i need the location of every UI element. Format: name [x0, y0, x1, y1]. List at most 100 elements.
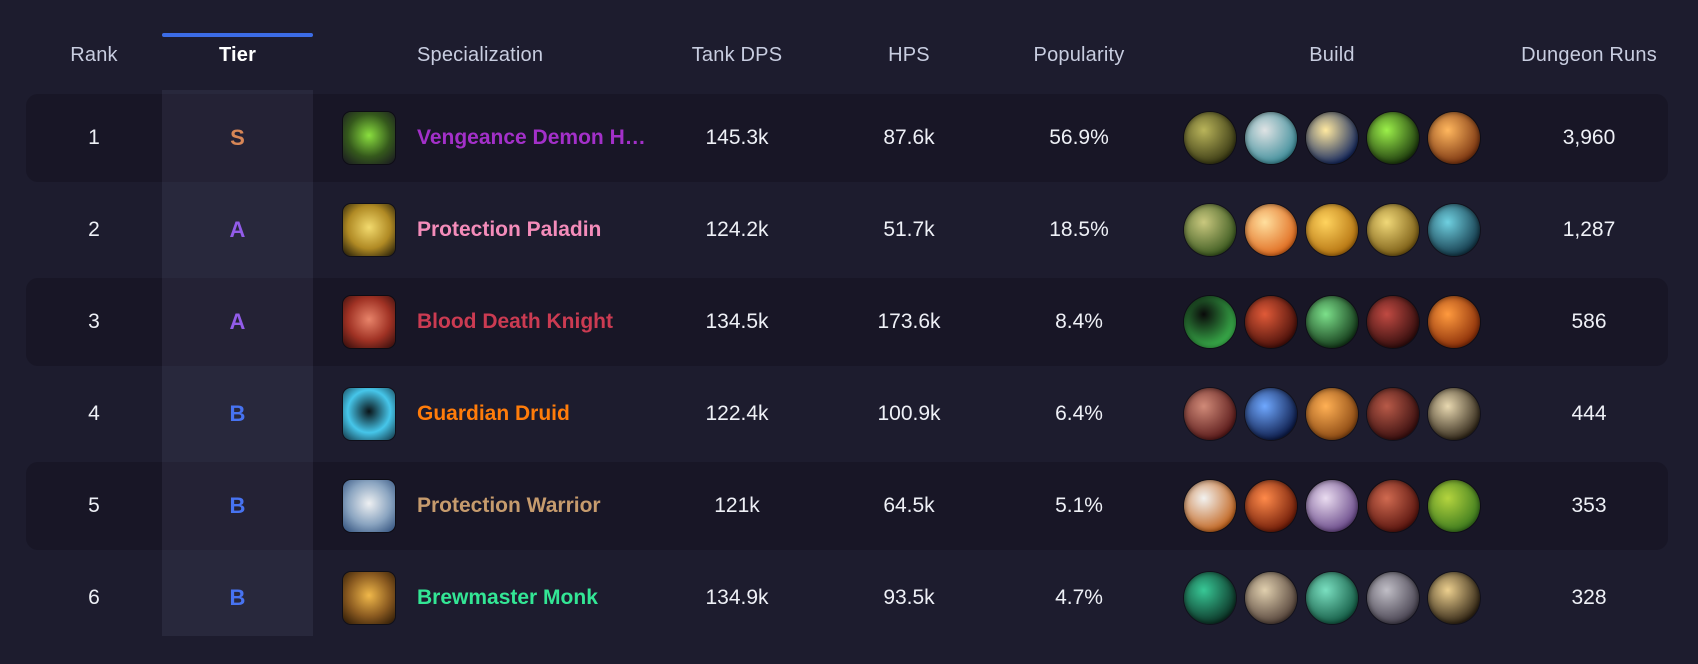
silver-shield-icon[interactable] — [1184, 480, 1236, 532]
green-visage-icon[interactable] — [1428, 480, 1480, 532]
table-row[interactable]: 4 B Guardian Druid 122.4k 100.9k 6.4% 44… — [26, 370, 1668, 458]
spec-cell: Blood Death Knight — [313, 296, 660, 348]
tank-dps-value: 124.2k — [705, 218, 769, 241]
crimson-claw-icon[interactable] — [1367, 296, 1419, 348]
jade-vortex-icon[interactable] — [1184, 572, 1236, 624]
table-row[interactable]: 1 S Vengeance Demon H… 145.3k 87.6k 56.9… — [26, 94, 1668, 182]
rank-value: 4 — [88, 402, 100, 425]
rank-value: 2 — [88, 218, 100, 241]
fiery-swirl-icon[interactable] — [1428, 112, 1480, 164]
hps-value: 64.5k — [883, 494, 935, 517]
hps-value: 173.6k — [877, 310, 941, 333]
table-row[interactable]: 5 B Protection Warrior 121k 64.5k 5.1% 3… — [26, 462, 1668, 550]
column-header-specialization[interactable]: Specialization — [417, 43, 544, 66]
rank-value: 6 — [88, 586, 100, 609]
column-header-popularity[interactable]: Popularity — [1033, 43, 1125, 66]
brewmaster-monk-icon — [343, 572, 395, 624]
protection-paladin-icon — [343, 204, 395, 256]
column-header-rank[interactable]: Rank — [70, 43, 118, 66]
spec-name-link[interactable]: Guardian Druid — [417, 402, 570, 425]
column-header-dungeon-runs[interactable]: Dungeon Runs — [1521, 43, 1657, 66]
tier-badge: B — [229, 493, 246, 518]
table-row[interactable]: 2 A Protection Paladin 124.2k 51.7k 18.5… — [26, 186, 1668, 274]
rank-value: 1 — [88, 126, 100, 149]
jade-fist-icon[interactable] — [1306, 572, 1358, 624]
rank-value: 5 — [88, 494, 100, 517]
popularity-value: 56.9% — [1049, 126, 1109, 149]
active-sort-indicator — [162, 33, 313, 37]
spec-cell: Brewmaster Monk — [313, 572, 660, 624]
popularity-value: 8.4% — [1055, 310, 1103, 333]
staff-figure-icon[interactable] — [1245, 572, 1297, 624]
build-icons — [1154, 112, 1510, 164]
ghoul-face-icon[interactable] — [1306, 296, 1358, 348]
build-icons — [1154, 388, 1510, 440]
dire-wolf-icon[interactable] — [1367, 388, 1419, 440]
tank-dps-value: 134.9k — [705, 586, 769, 609]
keg-medallion-icon[interactable] — [1367, 572, 1419, 624]
burning-charge-icon[interactable] — [1245, 480, 1297, 532]
bloody-maw-icon[interactable] — [1184, 388, 1236, 440]
popularity-value: 4.7% — [1055, 586, 1103, 609]
column-header-hps[interactable]: HPS — [888, 43, 930, 66]
dungeon-runs-value: 586 — [1571, 310, 1607, 333]
guardian-druid-icon — [343, 388, 395, 440]
lion-visage-icon[interactable] — [1184, 204, 1236, 256]
hps-value: 100.9k — [877, 402, 941, 425]
teal-relic-icon[interactable] — [1428, 204, 1480, 256]
rank-value: 3 — [88, 310, 100, 333]
tier-badge: A — [229, 217, 246, 242]
bone-skull-icon[interactable] — [1245, 112, 1297, 164]
skull-helm-icon[interactable] — [1184, 112, 1236, 164]
column-header-tank-dps[interactable]: Tank DPS — [691, 43, 783, 66]
table-row[interactable]: 3 A Blood Death Knight 134.5k 173.6k 8.4… — [26, 278, 1668, 366]
golden-ox-icon[interactable] — [1428, 572, 1480, 624]
column-header-build[interactable]: Build — [1309, 43, 1355, 66]
molten-heart-icon[interactable] — [1428, 296, 1480, 348]
dungeon-runs-value: 3,960 — [1562, 126, 1616, 149]
tier-badge: B — [229, 585, 246, 610]
column-header-tier[interactable]: Tier — [218, 43, 257, 66]
anguished-face-icon[interactable] — [1306, 480, 1358, 532]
spec-name-link[interactable]: Protection Paladin — [417, 218, 602, 241]
crimson-torso-icon[interactable] — [1367, 480, 1419, 532]
blood-death-knight-icon — [343, 296, 395, 348]
table-row[interactable]: 6 B Brewmaster Monk 134.9k 93.5k 4.7% 32… — [26, 554, 1668, 642]
build-icons — [1154, 572, 1510, 624]
popularity-value: 5.1% — [1055, 494, 1103, 517]
demon-skull-icon[interactable] — [1245, 296, 1297, 348]
green-ring-icon[interactable] — [1184, 296, 1236, 348]
table-header-row: Rank Tier Specialization Tank DPS HPS Po… — [26, 0, 1668, 94]
spec-name-link[interactable]: Brewmaster Monk — [417, 586, 598, 609]
starburst-icon[interactable] — [1306, 112, 1358, 164]
spec-name-link[interactable]: Protection Warrior — [417, 494, 601, 517]
lightning-figure-icon[interactable] — [1245, 388, 1297, 440]
popularity-value: 18.5% — [1049, 218, 1109, 241]
build-icons — [1154, 296, 1510, 348]
dungeon-runs-value: 328 — [1571, 586, 1607, 609]
build-icons — [1154, 204, 1510, 256]
tank-dps-value: 134.5k — [705, 310, 769, 333]
spec-name-link[interactable]: Blood Death Knight — [417, 310, 613, 333]
spec-cell: Vengeance Demon H… — [313, 112, 660, 164]
bone-claws-icon[interactable] — [1428, 388, 1480, 440]
spec-cell: Protection Paladin — [313, 204, 660, 256]
gold-shield-icon[interactable] — [1367, 204, 1419, 256]
tier-list-table: Rank Tier Specialization Tank DPS HPS Po… — [26, 0, 1668, 646]
fel-skull-icon[interactable] — [1367, 112, 1419, 164]
table-body: 1 S Vengeance Demon H… 145.3k 87.6k 56.9… — [26, 90, 1668, 642]
protection-warrior-icon — [343, 480, 395, 532]
tank-dps-value: 145.3k — [705, 126, 769, 149]
tier-badge: S — [230, 125, 245, 150]
dungeon-runs-value: 1,287 — [1562, 218, 1616, 241]
golden-wrath-icon[interactable] — [1306, 204, 1358, 256]
dungeon-runs-value: 353 — [1571, 494, 1607, 517]
hps-value: 51.7k — [883, 218, 935, 241]
build-icons — [1154, 480, 1510, 532]
vengeance-demon-hunter-icon — [343, 112, 395, 164]
spec-name-link[interactable]: Vengeance Demon H… — [417, 126, 646, 149]
hps-value: 93.5k — [883, 586, 935, 609]
armored-bear-icon[interactable] — [1306, 388, 1358, 440]
flame-pillar-icon[interactable] — [1245, 204, 1297, 256]
